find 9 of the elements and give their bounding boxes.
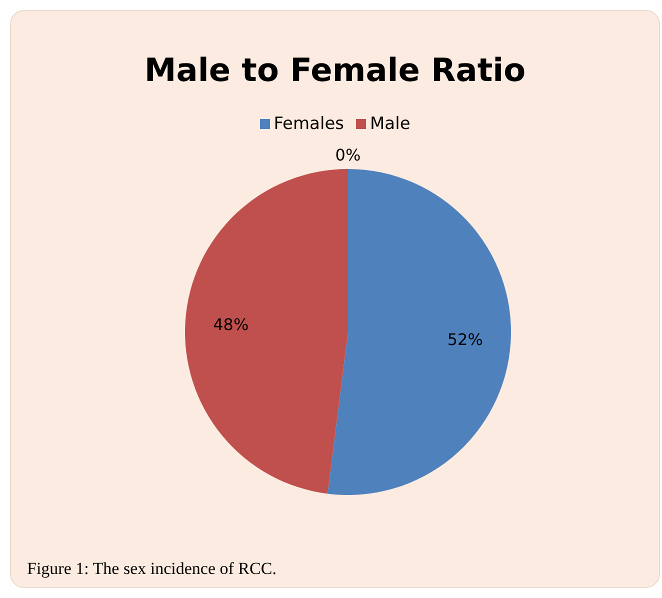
pie-slice [328,169,511,495]
chart-title: Male to Female Ratio [143,51,527,91]
text: 0% [335,146,361,164]
pie-slice [185,169,348,494]
caption: Figure 1: The sex incidence of RCC. [27,559,276,579]
data-label: 52% [447,330,483,349]
data-label: 48% [213,315,249,334]
legend-label: Females [274,114,344,134]
legend-label: Male [370,114,410,134]
